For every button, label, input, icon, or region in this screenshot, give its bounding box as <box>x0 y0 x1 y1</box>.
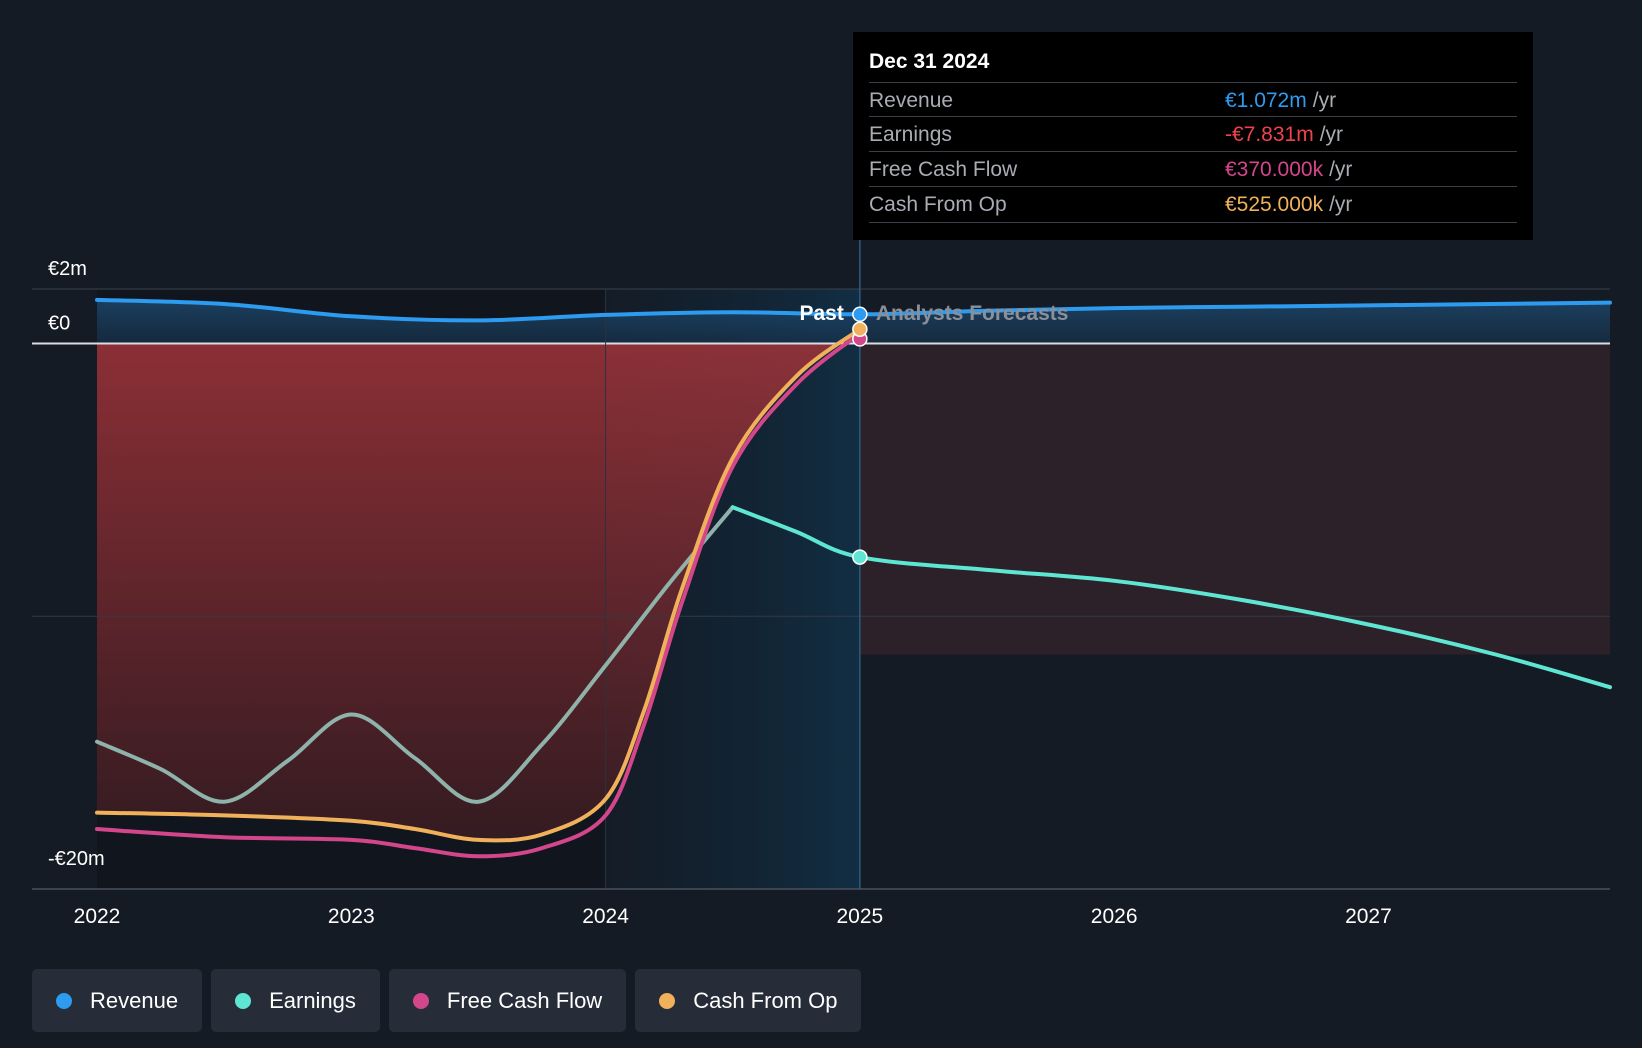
forecast-loss-area <box>859 343 1610 655</box>
cash-from-op-marker <box>852 321 868 337</box>
earnings-dot-icon <box>235 992 252 1009</box>
y-tick-label: €0 <box>48 313 70 335</box>
tooltip-row-cash-from-op: Cash From Op €525.000k/yr <box>869 186 1517 222</box>
past-label: Past <box>799 302 843 325</box>
tooltip-row-revenue: Revenue €1.072m/yr <box>869 82 1517 118</box>
x-tick-label: 2027 <box>1345 905 1392 928</box>
revenue-marker <box>852 306 868 323</box>
legend-item-free-cash-flow[interactable]: Free Cash Flow <box>388 969 627 1032</box>
x-tick-label: 2023 <box>328 905 375 928</box>
earnings-marker <box>852 549 868 565</box>
tooltip-label: Free Cash Flow <box>869 158 1018 181</box>
legend-item-earnings[interactable]: Earnings <box>211 969 380 1032</box>
cash-from-op-line <box>95 327 862 843</box>
legend-item-revenue[interactable]: Revenue <box>32 969 203 1032</box>
revenue-dot-icon <box>56 992 72 1009</box>
x-tick-label: 2026 <box>1091 905 1138 928</box>
earnings-line-past <box>95 505 735 804</box>
tooltip-label: Revenue <box>869 89 954 112</box>
revenue-area <box>97 299 1610 344</box>
loss-area <box>97 329 860 841</box>
forecast-label: Analysts Forecasts <box>876 302 1069 325</box>
x-tick-label: 2025 <box>836 905 883 928</box>
tooltip-value: €525.000k/yr <box>1225 193 1353 216</box>
cash-from-op-dot-icon <box>659 992 676 1009</box>
tooltip-date: Dec 31 2024 <box>869 50 990 73</box>
earnings-line <box>730 505 1612 690</box>
x-tick-label: 2022 <box>74 905 121 928</box>
tooltip-value: -€7.831m/yr <box>1225 123 1344 146</box>
legend-label: Earnings <box>269 987 356 1013</box>
tooltip: Dec 31 2024 Revenue €1.072m/yr Earnings … <box>853 32 1533 240</box>
legend-item-cash-from-op[interactable]: Cash From Op <box>635 969 862 1032</box>
legend: Revenue Earnings Free Cash Flow Cash Fro… <box>32 969 862 1032</box>
x-tick-label: 2024 <box>582 905 629 928</box>
y-tick-label: €2m <box>48 258 87 280</box>
revenue-line <box>95 297 1612 323</box>
free-cash-flow-line <box>95 331 862 859</box>
tooltip-row-earnings: Earnings -€7.831m/yr <box>869 116 1517 152</box>
tooltip-label: Cash From Op <box>869 193 1007 216</box>
tooltip-divider <box>869 222 1517 223</box>
legend-label: Free Cash Flow <box>446 987 603 1013</box>
legend-label: Cash From Op <box>693 987 838 1013</box>
tooltip-row-free-cash-flow: Free Cash Flow €370.000k/yr <box>869 151 1517 187</box>
tooltip-value: €370.000k/yr <box>1225 158 1353 181</box>
legend-label: Revenue <box>90 987 179 1013</box>
free-cash-flow-dot-icon <box>412 992 429 1009</box>
tooltip-label: Earnings <box>869 123 952 146</box>
y-tick-label: -€20m <box>48 848 105 870</box>
tooltip-value: €1.072m/yr <box>1225 89 1337 112</box>
